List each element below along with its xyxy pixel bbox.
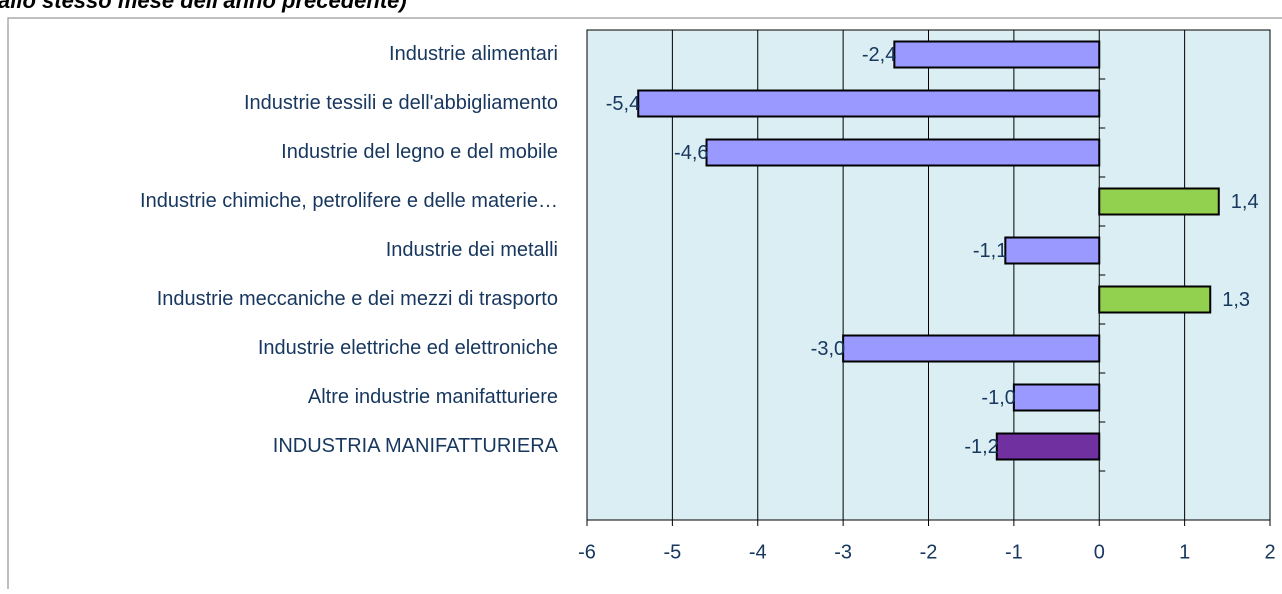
value-label: -4,6 <box>674 142 708 164</box>
x-tick-label: -6 <box>578 541 596 563</box>
chart-border <box>7 17 1282 594</box>
value-label: 1,4 <box>1231 191 1259 213</box>
value-label: -3,0 <box>811 338 845 360</box>
x-tick-label: 1 <box>1179 541 1190 563</box>
y-tick-label: Industrie tessili e dell'abbigliamento <box>244 92 558 114</box>
y-tick-label: Industrie dei metalli <box>386 239 558 261</box>
y-tick-label: Industrie del legno e del mobile <box>281 141 558 163</box>
bar <box>1098 187 1220 216</box>
bar <box>1098 285 1212 314</box>
bar <box>637 89 1101 118</box>
bar <box>842 334 1101 363</box>
y-tick-label: Industrie chimiche, petrolifere e delle … <box>140 190 558 212</box>
y-tick-label: Altre industrie manifatturiere <box>308 386 558 408</box>
bar <box>1004 236 1101 265</box>
chart-title: allo stesso mese dell'anno precedente) <box>0 0 407 13</box>
x-tick-label: -4 <box>749 541 767 563</box>
value-label: -1,1 <box>973 240 1007 262</box>
y-tick-label: INDUSTRIA MANIFATTURIERA <box>273 435 559 457</box>
value-label: 1,3 <box>1222 289 1250 311</box>
x-tick-label: -2 <box>920 541 938 563</box>
bar <box>893 40 1101 69</box>
y-tick-label: Industrie meccaniche e dei mezzi di tras… <box>157 288 558 310</box>
y-tick-label: Industrie alimentari <box>389 43 558 65</box>
bar <box>1012 383 1101 412</box>
value-label: -1,0 <box>981 387 1015 409</box>
value-label: -5,4 <box>606 93 640 115</box>
x-tick-label: -3 <box>834 541 852 563</box>
x-tick-label: -5 <box>663 541 681 563</box>
value-label: -1,2 <box>964 436 998 458</box>
bar <box>705 138 1101 167</box>
x-tick-label: -1 <box>1005 541 1023 563</box>
value-label: -2,4 <box>862 44 896 66</box>
y-tick-label: Industrie elettriche ed elettroniche <box>258 337 558 359</box>
bar <box>995 432 1101 461</box>
x-tick-label: 0 <box>1094 541 1105 563</box>
x-tick-label: 2 <box>1264 541 1275 563</box>
